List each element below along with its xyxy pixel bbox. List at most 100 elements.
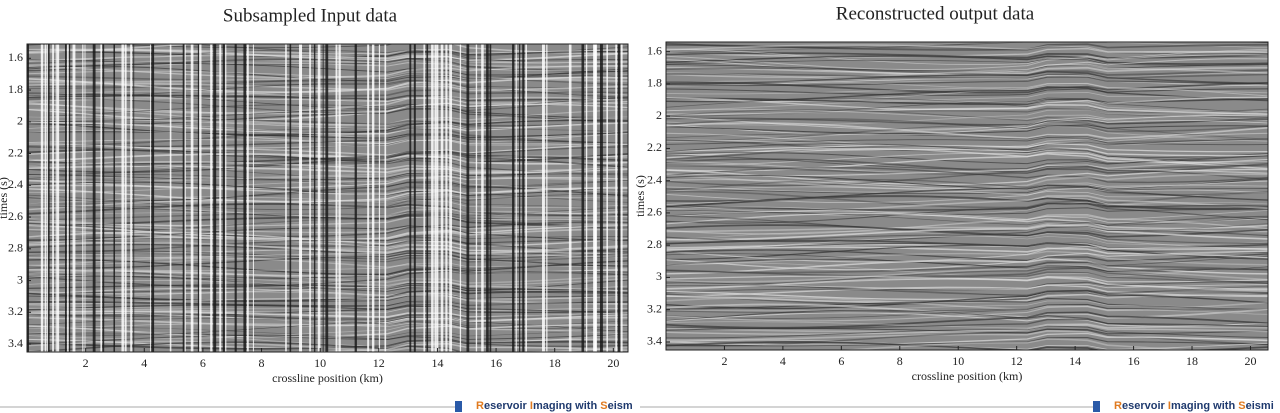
reflector xyxy=(666,173,1268,190)
reflector xyxy=(666,97,1268,105)
reflector xyxy=(666,63,1268,78)
x-tick-label: 6 xyxy=(838,354,844,368)
reflector xyxy=(666,166,1268,184)
reflector xyxy=(666,118,1268,136)
missing-trace xyxy=(40,44,44,352)
missing-trace xyxy=(475,44,478,352)
reflector xyxy=(666,124,1268,134)
reflector xyxy=(666,261,1268,274)
reflector xyxy=(666,54,1268,70)
missing-trace xyxy=(354,44,357,352)
missing-trace xyxy=(481,44,484,352)
reflector xyxy=(666,151,1268,172)
reflector xyxy=(666,220,1268,236)
x-tick-label: 2 xyxy=(83,356,89,370)
reflector xyxy=(666,103,1268,116)
chart-title: Reconstructed output data xyxy=(836,3,1035,24)
reflector xyxy=(666,152,1268,165)
reflector xyxy=(666,81,1268,94)
seismic-texture xyxy=(27,44,628,352)
missing-trace xyxy=(595,44,598,352)
reflector xyxy=(666,305,1268,322)
footer-text: Reservoir Imaging with Seism xyxy=(476,400,633,412)
reflector xyxy=(666,207,1268,216)
missing-trace xyxy=(27,44,30,352)
x-tick-label: 14 xyxy=(1069,354,1081,368)
missing-trace xyxy=(617,44,621,352)
reflector xyxy=(666,231,1268,246)
missing-trace xyxy=(67,44,69,352)
y-tick-label: 2.8 xyxy=(647,237,662,251)
missing-trace xyxy=(606,44,608,352)
reflector xyxy=(666,210,1268,223)
y-tick-label: 2.6 xyxy=(647,205,662,219)
y-tick-label: 2.4 xyxy=(8,177,23,191)
x-tick-label: 6 xyxy=(200,356,206,370)
y-axis-label: times (s) xyxy=(0,177,10,219)
missing-trace xyxy=(100,44,103,352)
x-tick-label: 12 xyxy=(373,356,385,370)
reflector xyxy=(666,262,1268,279)
y-tick-label: 1.8 xyxy=(8,82,23,96)
missing-trace xyxy=(113,44,116,352)
x-tick-label: 2 xyxy=(721,354,727,368)
reflector xyxy=(666,143,1268,153)
reflector xyxy=(666,246,1268,255)
missing-trace xyxy=(338,44,341,352)
reflector xyxy=(666,296,1268,312)
plot-frame xyxy=(665,41,1269,351)
reflector xyxy=(666,46,1268,55)
reflector xyxy=(666,86,1268,103)
missing-trace xyxy=(413,44,416,352)
missing-trace xyxy=(197,44,200,352)
missing-trace xyxy=(325,44,329,352)
missing-trace xyxy=(367,44,370,352)
x-tick-label: 8 xyxy=(897,354,903,368)
missing-trace xyxy=(222,44,225,352)
missing-trace xyxy=(519,44,521,352)
missing-trace xyxy=(219,44,222,352)
missing-trace xyxy=(525,44,527,352)
missing-trace xyxy=(378,44,381,352)
missing-trace xyxy=(335,44,338,352)
footer-text: Reservoir Imaging with Seismi xyxy=(1114,400,1274,412)
missing-trace xyxy=(199,44,202,352)
reflector xyxy=(666,118,1268,133)
y-axis-label: times (s) xyxy=(633,175,647,217)
reflector xyxy=(666,258,1268,275)
reflector xyxy=(666,133,1268,142)
reflector xyxy=(666,300,1268,312)
missing-trace xyxy=(459,44,462,352)
missing-trace xyxy=(585,44,588,352)
y-tick-label: 1.6 xyxy=(647,43,662,57)
x-tick-label: 18 xyxy=(1186,354,1198,368)
reflector xyxy=(666,99,1268,112)
missing-trace xyxy=(568,44,572,352)
plot-frame xyxy=(26,43,629,353)
x-tick-label: 20 xyxy=(607,356,619,370)
reflector xyxy=(666,139,1268,152)
reflector xyxy=(666,80,1268,91)
reflector xyxy=(666,109,1268,126)
y-tick-label: 3.4 xyxy=(8,336,23,350)
chart-title: Subsampled Input data xyxy=(223,5,398,26)
missing-trace xyxy=(371,44,375,352)
missing-trace xyxy=(150,44,151,352)
reflector xyxy=(666,271,1268,286)
missing-trace xyxy=(594,44,597,352)
reflector xyxy=(666,250,1268,266)
reflector xyxy=(666,47,1268,58)
reflector xyxy=(666,190,1268,209)
missing-trace xyxy=(409,44,412,352)
reflector xyxy=(666,323,1268,333)
y-tick-label: 3.4 xyxy=(647,334,662,348)
reflector xyxy=(666,43,1268,51)
missing-trace xyxy=(47,44,50,352)
missing-trace xyxy=(130,44,133,352)
reflector xyxy=(666,143,1268,158)
reflector xyxy=(666,312,1268,327)
missing-trace xyxy=(436,44,439,352)
reflector xyxy=(666,88,1268,96)
